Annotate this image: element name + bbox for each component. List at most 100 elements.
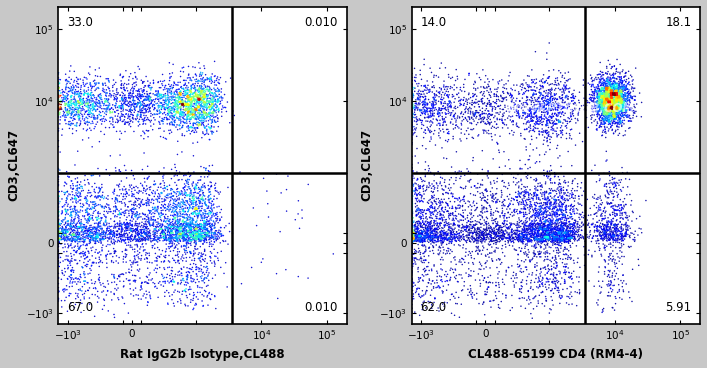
Point — [539, 108, 550, 114]
Point — [598, 103, 609, 109]
Point — [543, 285, 554, 291]
Point — [407, 135, 418, 141]
Point — [614, 88, 626, 94]
Point — [208, 236, 219, 242]
Point — [204, 110, 215, 116]
Point — [125, 235, 136, 241]
Point — [594, 104, 605, 110]
Point — [622, 93, 633, 99]
Point — [53, 138, 64, 144]
Point — [519, 226, 530, 231]
Point — [199, 247, 210, 252]
Point — [93, 222, 104, 228]
Point — [440, 231, 451, 237]
Point — [612, 92, 623, 98]
Point — [433, 234, 445, 240]
Point — [593, 205, 604, 210]
Point — [186, 229, 197, 235]
Point — [563, 229, 574, 234]
Point — [479, 235, 491, 241]
Point — [146, 217, 158, 223]
Point — [534, 118, 546, 124]
Point — [408, 237, 419, 243]
Point — [85, 194, 96, 199]
Point — [61, 283, 72, 289]
Point — [407, 214, 418, 220]
Point — [488, 235, 499, 241]
Point — [602, 107, 614, 113]
Point — [204, 163, 215, 169]
Point — [555, 216, 566, 222]
Point — [623, 118, 634, 124]
Point — [503, 226, 515, 232]
Point — [539, 234, 551, 240]
Point — [584, 100, 595, 106]
Point — [426, 70, 437, 75]
Point — [174, 268, 185, 274]
Point — [433, 283, 444, 289]
Point — [467, 102, 478, 108]
Point — [70, 103, 81, 109]
Point — [107, 115, 118, 121]
Point — [526, 118, 537, 124]
Point — [491, 121, 502, 127]
Point — [115, 117, 126, 123]
Point — [604, 187, 616, 193]
Point — [533, 196, 544, 202]
Point — [75, 98, 86, 104]
Point — [543, 218, 554, 224]
Point — [206, 111, 218, 117]
Point — [204, 99, 215, 105]
Point — [559, 190, 571, 196]
Point — [83, 120, 95, 125]
Point — [183, 104, 194, 110]
Point — [53, 224, 64, 230]
Point — [71, 123, 82, 129]
Point — [551, 223, 562, 229]
Point — [63, 119, 74, 125]
Point — [538, 93, 549, 99]
Point — [158, 103, 169, 109]
Point — [116, 178, 127, 184]
Point — [75, 220, 86, 226]
Point — [621, 220, 632, 226]
Point — [75, 221, 86, 227]
Point — [554, 226, 566, 232]
Point — [459, 227, 470, 233]
Point — [171, 205, 182, 211]
Point — [537, 233, 549, 239]
Point — [527, 224, 538, 230]
Point — [494, 224, 506, 230]
Point — [545, 81, 556, 87]
Point — [416, 237, 427, 243]
Point — [91, 231, 103, 237]
Point — [541, 228, 552, 234]
Point — [99, 194, 110, 200]
Point — [609, 92, 621, 98]
Point — [407, 81, 418, 87]
Point — [488, 115, 499, 121]
Point — [624, 93, 636, 99]
Point — [611, 208, 622, 213]
Point — [553, 174, 564, 180]
Point — [274, 229, 286, 234]
Point — [206, 208, 218, 214]
Point — [419, 208, 430, 213]
Point — [600, 78, 611, 84]
Point — [200, 196, 211, 202]
Point — [601, 109, 612, 115]
Point — [603, 111, 614, 117]
Point — [523, 191, 534, 197]
Point — [129, 233, 141, 238]
Point — [142, 212, 153, 218]
Point — [536, 109, 547, 115]
Point — [211, 234, 223, 240]
Point — [112, 276, 123, 282]
Point — [616, 89, 627, 95]
Point — [549, 210, 560, 216]
Point — [609, 88, 621, 94]
Point — [59, 117, 71, 123]
Point — [62, 227, 73, 233]
Point — [159, 289, 170, 295]
Point — [495, 223, 506, 229]
